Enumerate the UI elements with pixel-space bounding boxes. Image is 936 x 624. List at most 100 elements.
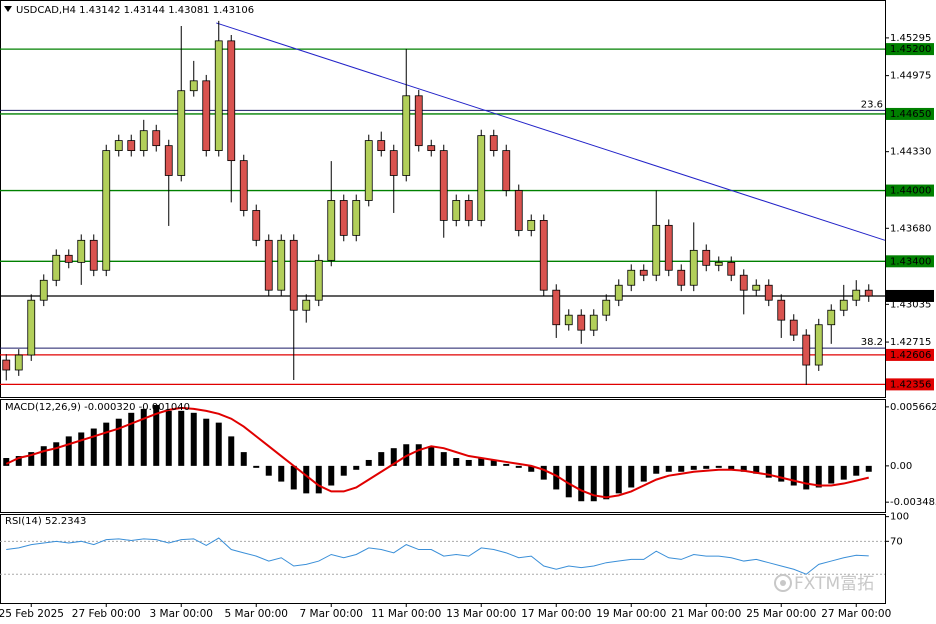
price-box-label: 1.45200 (890, 44, 931, 55)
macd-bar (540, 465, 547, 480)
macd-bar (240, 452, 247, 466)
candle-body (252, 210, 261, 241)
price-box (886, 43, 934, 56)
macd-bar (790, 465, 797, 486)
candle-body (502, 150, 511, 191)
x-tick-label: 27 Feb 00:00 (72, 608, 141, 620)
candle-body (527, 219, 536, 231)
fib-label: 23.6 (861, 99, 883, 110)
macd-bar (778, 465, 785, 482)
macd-bar (503, 463, 510, 466)
candle-body (664, 224, 673, 271)
price-box-label: 1.43106 (890, 291, 931, 302)
macd-bar (815, 465, 822, 488)
price-box-label: 1.43400 (890, 256, 931, 267)
macd-bar (628, 465, 635, 488)
candle-body (114, 140, 123, 152)
candle-body (702, 249, 711, 266)
candle-body (302, 299, 311, 311)
candle-body (314, 259, 323, 301)
candle-body (839, 299, 848, 311)
candle-body (77, 239, 86, 263)
candle-body (177, 90, 186, 176)
candle-body (2, 359, 11, 371)
signal-line (5, 406, 869, 499)
price-box-label: 1.44000 (890, 186, 931, 197)
fib-label: 38.2 (861, 337, 883, 348)
macd-bar (578, 465, 585, 502)
macd-bar (428, 446, 435, 466)
macd-bar (478, 458, 485, 466)
candle-body (402, 95, 411, 176)
candle-body (464, 200, 473, 221)
macd-bar (803, 465, 810, 490)
macd-title: MACD(12,26,9) -0.000320 -0.001040 (5, 402, 190, 413)
candle-body (27, 299, 36, 356)
candle-body (589, 314, 598, 331)
candle-body (727, 261, 736, 276)
candle-body (564, 314, 573, 326)
candle-body (452, 200, 461, 221)
trendline (216, 22, 886, 241)
macd-bar (115, 418, 122, 466)
x-tick-label: 21 Mar 00:00 (671, 608, 741, 620)
candle-body (739, 274, 748, 291)
macd-bar (565, 465, 572, 498)
candle-body (64, 254, 73, 263)
price-box (886, 289, 934, 302)
x-tick-label: 17 Mar 00:00 (521, 608, 591, 620)
macd-bar (603, 465, 610, 500)
candle-body (802, 334, 811, 366)
candle-body (277, 239, 286, 291)
macd-bar (615, 465, 622, 494)
macd-bar (740, 465, 747, 472)
candle-body (427, 145, 436, 152)
y-tick-label: 1.42715 (890, 337, 931, 348)
macd-bar (640, 465, 647, 482)
candle-body (414, 95, 423, 147)
y-tick-label: 70 (890, 536, 903, 547)
candle-body (552, 289, 561, 326)
watermark: FXTM富拓 (794, 574, 874, 594)
macd-bar (315, 465, 322, 494)
macd-bar (140, 408, 147, 466)
candle-body (202, 80, 211, 152)
macd-bar (190, 412, 197, 466)
macd-bar (103, 422, 110, 466)
x-tick-label: 25 Mar 00:00 (746, 608, 816, 620)
candle-body (489, 135, 498, 152)
y-tick-label: -0.003485 (890, 497, 936, 508)
price-box (886, 255, 934, 268)
y-tick-label: 1.44330 (890, 147, 931, 158)
macd-bar (3, 458, 10, 466)
macd-bar (15, 456, 22, 466)
macd-bar (90, 428, 97, 466)
price-box (886, 378, 934, 391)
candle-body (352, 200, 361, 236)
y-tick-label: 1.43035 (890, 299, 931, 310)
candle-body (677, 269, 686, 286)
candle-body (52, 254, 61, 281)
macd-bar (215, 422, 222, 466)
macd-bar (165, 410, 172, 466)
macd-bar (753, 465, 760, 474)
candle-body (639, 269, 648, 276)
macd-bar (228, 436, 235, 466)
macd-bar (853, 465, 860, 476)
candle-body (39, 279, 48, 301)
candle-body (614, 284, 623, 301)
macd-bar (690, 465, 697, 470)
macd-bar (53, 442, 60, 466)
macd-bar (365, 459, 372, 466)
candle-body (227, 40, 236, 162)
candle-body (602, 299, 611, 316)
candle-body (514, 190, 523, 231)
macd-frame (0, 399, 886, 513)
candle-body (864, 289, 873, 297)
macd-bar (328, 465, 335, 486)
candle-body (264, 239, 273, 291)
macd-bar (28, 452, 35, 466)
macd-bar (378, 452, 385, 466)
rsi-frame (0, 514, 886, 604)
